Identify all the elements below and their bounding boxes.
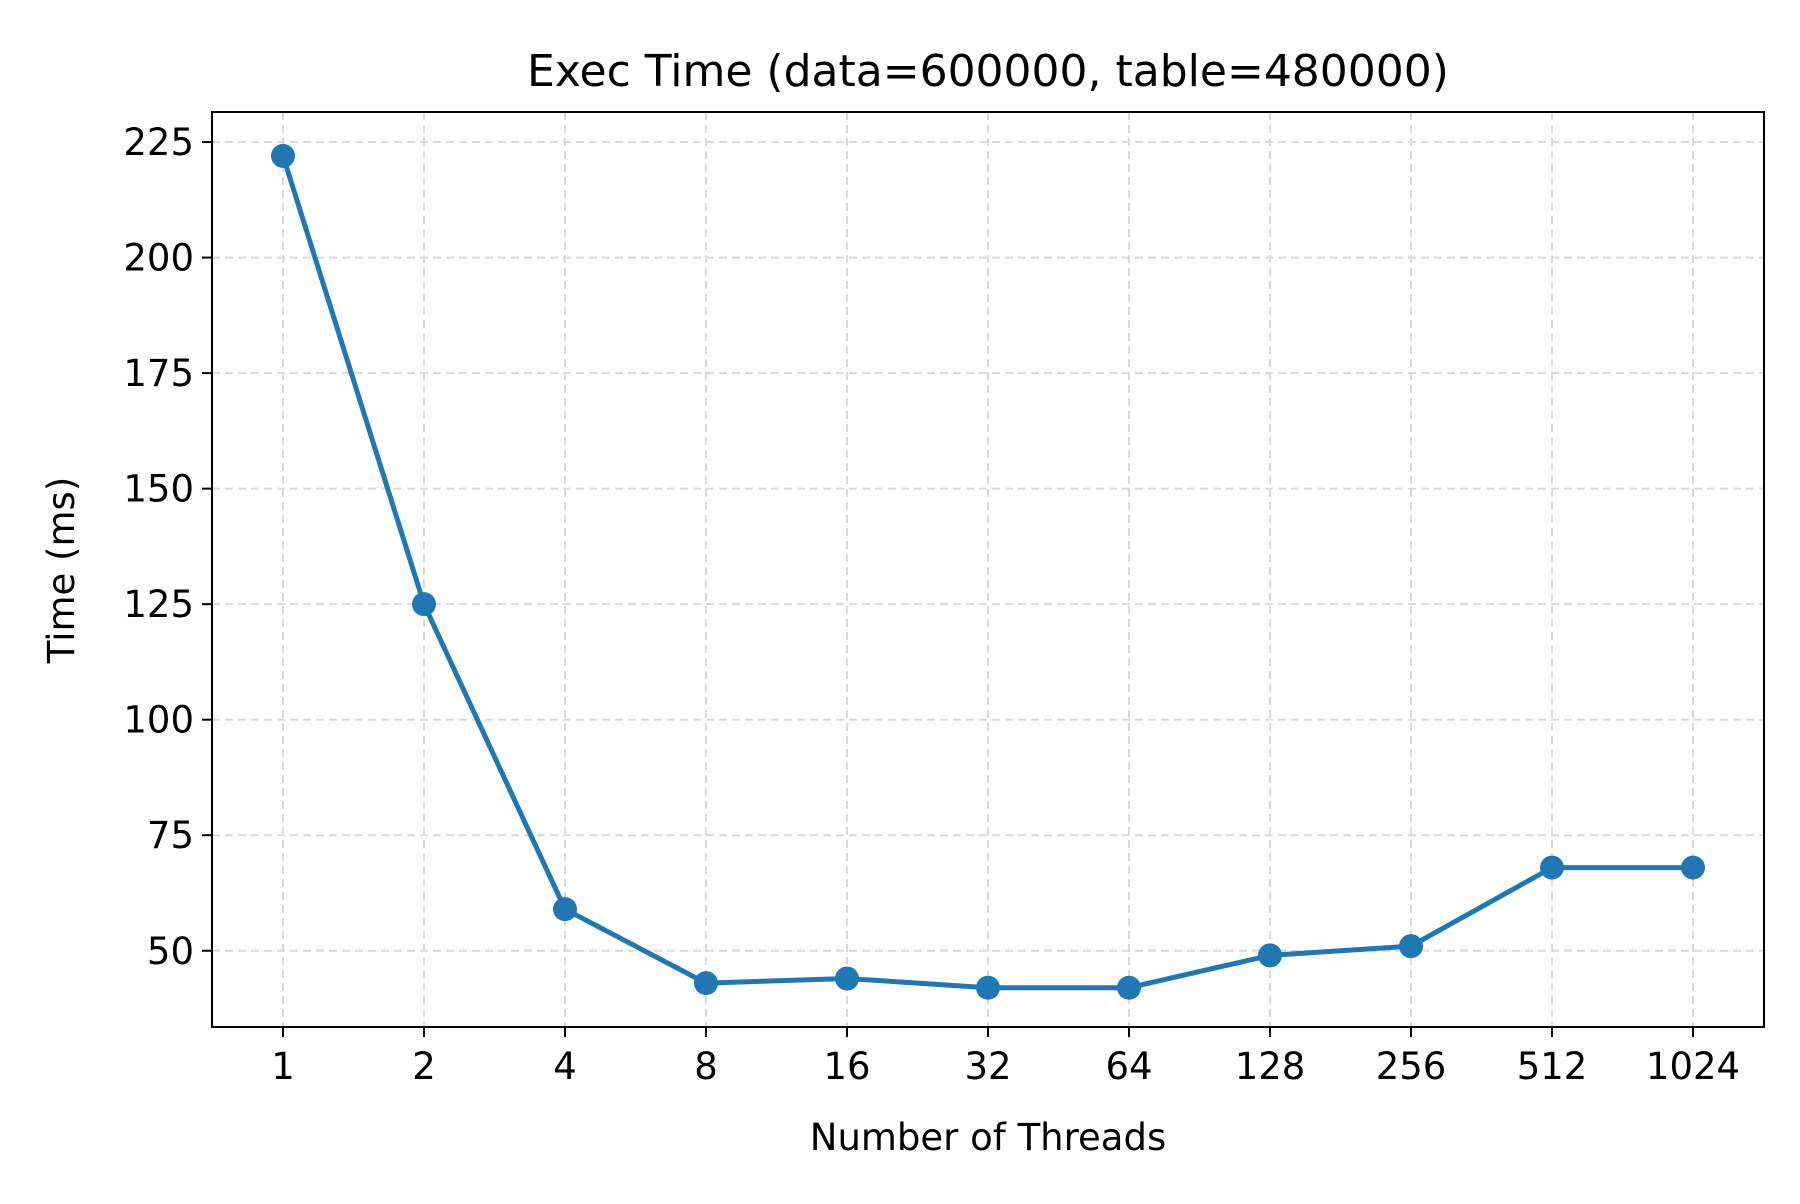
- data-point: [835, 966, 859, 991]
- x-tick-label: 16: [823, 1045, 870, 1088]
- data-point: [1258, 943, 1282, 968]
- x-tick-label: 512: [1517, 1045, 1588, 1088]
- data-point: [553, 897, 577, 922]
- x-tick-label: 256: [1376, 1045, 1447, 1088]
- x-tick-label: 2: [412, 1045, 436, 1088]
- y-tick-label: 125: [123, 583, 194, 626]
- x-tick-label: 4: [553, 1045, 577, 1088]
- y-tick-label: 50: [147, 930, 194, 973]
- data-point: [976, 975, 1000, 1000]
- x-axis-label: Number of Threads: [810, 1116, 1166, 1159]
- y-tick-label: 75: [147, 814, 194, 857]
- grid: [212, 112, 1764, 1027]
- y-tick-label: 100: [123, 699, 194, 742]
- x-tick-label: 1024: [1646, 1045, 1740, 1088]
- data-point: [1399, 934, 1423, 959]
- data-point: [271, 143, 295, 168]
- data-point: [412, 592, 436, 617]
- y-tick-label: 150: [123, 468, 194, 511]
- y-tick-label: 225: [123, 121, 194, 164]
- x-tick-label: 32: [964, 1045, 1011, 1088]
- y-axis-label: Time (ms): [40, 477, 83, 665]
- x-tick-label: 128: [1235, 1045, 1306, 1088]
- x-tick-label: 1: [271, 1045, 295, 1088]
- ticks: 1 2 4 8 16 32 64 128 256 512 1024 50 75 100 125 150 175 2…: [123, 121, 1740, 1088]
- data-point: [1681, 855, 1705, 880]
- x-tick-label: 8: [694, 1045, 718, 1088]
- y-tick-label: 175: [123, 352, 194, 395]
- data-point: [1540, 855, 1564, 880]
- data-point: [1117, 975, 1141, 1000]
- x-tick-label: 64: [1105, 1045, 1152, 1088]
- y-tick-label: 200: [123, 237, 194, 280]
- data-point: [694, 971, 718, 996]
- series-layer: [271, 143, 1705, 1000]
- chart-title: Exec Time (data=600000, table=480000): [527, 46, 1449, 97]
